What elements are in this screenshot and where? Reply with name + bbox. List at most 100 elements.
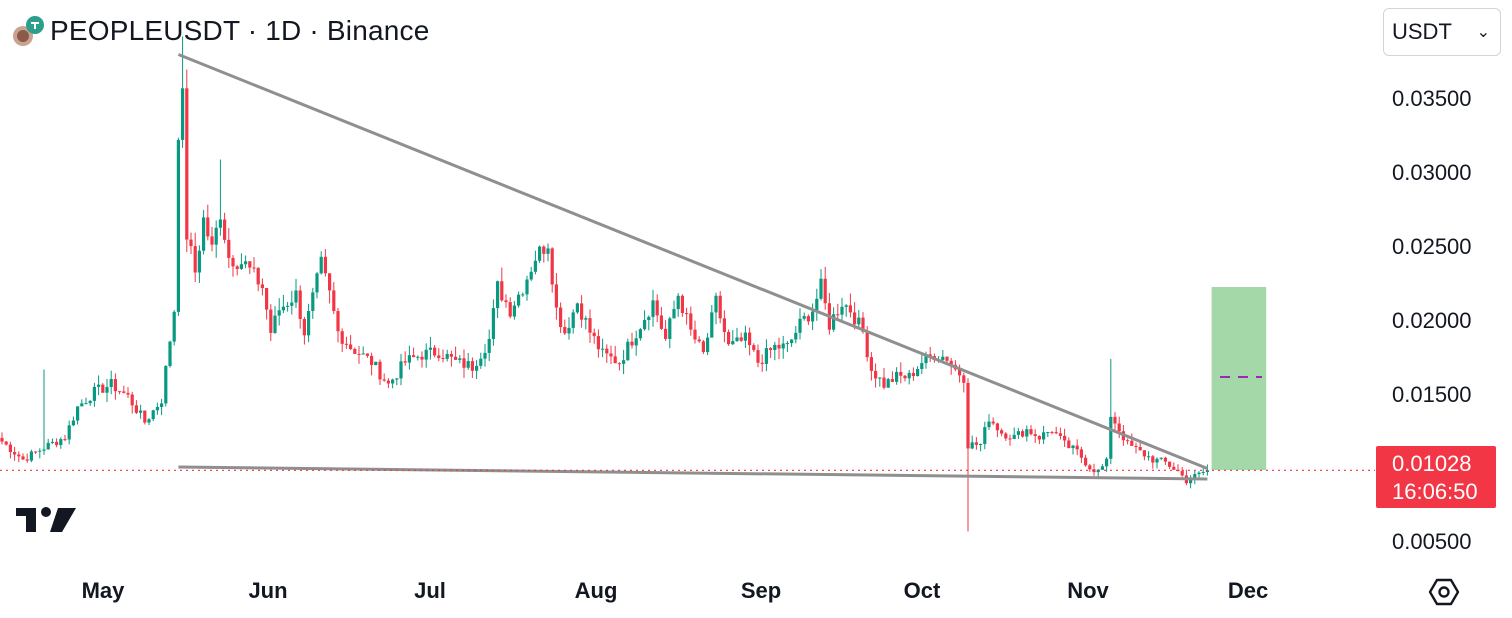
- price-tick: 0.02500: [1392, 234, 1472, 259]
- candle-body: [428, 347, 432, 350]
- candle-body: [139, 410, 143, 413]
- candle-body: [34, 451, 38, 453]
- candle-body: [983, 427, 987, 445]
- candle-body: [265, 288, 269, 310]
- candle-body: [890, 379, 894, 382]
- candle-body: [1142, 450, 1146, 457]
- symbol-logo-icon: [10, 14, 44, 48]
- candle-body: [17, 454, 21, 457]
- candle-body: [920, 363, 924, 370]
- settings-icon[interactable]: [1428, 576, 1460, 608]
- candle-body: [416, 356, 420, 358]
- candle-body: [357, 353, 361, 355]
- candle-body: [790, 339, 794, 344]
- candle-body: [1084, 457, 1088, 466]
- candle-body: [1155, 458, 1159, 463]
- candle-body: [848, 305, 852, 313]
- target-zone: [1211, 287, 1267, 470]
- candle-body: [21, 456, 25, 460]
- candle-body: [748, 332, 752, 346]
- candle-body: [823, 278, 827, 304]
- price-tick: 0.03000: [1392, 160, 1472, 185]
- time-tick: Dec: [1227, 578, 1269, 603]
- candle-body: [281, 306, 285, 311]
- candle-body: [559, 307, 563, 328]
- candle-body: [655, 300, 659, 316]
- chevron-down-icon: ⌄: [1476, 24, 1490, 41]
- candle-body: [1147, 456, 1151, 458]
- candle-body: [176, 139, 180, 312]
- tradingview-logo-icon[interactable]: [14, 504, 78, 536]
- candle-body: [92, 386, 96, 401]
- candle-body: [899, 371, 903, 376]
- candle-body: [836, 314, 840, 316]
- candle-body: [819, 278, 823, 299]
- candle-body: [974, 442, 978, 445]
- candle-body: [1180, 471, 1184, 476]
- candle-body: [458, 358, 462, 360]
- candle-body: [811, 311, 815, 322]
- candle-body: [71, 420, 75, 426]
- bar-countdown: 16:06:50: [1392, 479, 1478, 504]
- candle-body: [496, 281, 500, 309]
- candle-body: [651, 300, 655, 317]
- candle-body: [483, 352, 487, 359]
- candle-body: [718, 295, 722, 319]
- candle-body: [1008, 438, 1012, 440]
- candle-body: [290, 302, 294, 306]
- candle-body: [403, 361, 407, 363]
- candle-body: [575, 303, 579, 313]
- candle-body: [1012, 434, 1016, 440]
- candle-body: [945, 356, 949, 361]
- candle-body: [958, 369, 962, 376]
- candle-body: [46, 442, 50, 450]
- candle-body: [231, 257, 235, 267]
- time-tick: Jun: [248, 578, 288, 603]
- candle-body: [1168, 461, 1172, 467]
- candle-body: [84, 403, 88, 405]
- candle-body: [55, 441, 59, 446]
- candlestick-chart[interactable]: [0, 0, 1375, 560]
- currency-select[interactable]: USDT ⌄: [1383, 8, 1501, 56]
- candle-body: [487, 338, 491, 353]
- candle-body: [735, 337, 739, 342]
- candle-body: [727, 332, 731, 345]
- last-price-value: 0.01028: [1392, 451, 1472, 476]
- candle-body: [277, 310, 281, 316]
- candle-body: [1088, 465, 1092, 470]
- chart-pane[interactable]: [0, 0, 1375, 560]
- candle-body: [794, 332, 798, 340]
- candle-body: [995, 423, 999, 431]
- candle-body: [1172, 466, 1176, 470]
- candle-body: [382, 379, 386, 381]
- candle-body: [1130, 440, 1134, 446]
- candle-body: [504, 300, 508, 303]
- candle-body: [1050, 432, 1054, 434]
- candle-body: [865, 331, 869, 358]
- candle-body: [63, 439, 67, 441]
- candle-body: [1037, 435, 1041, 440]
- candle-body: [508, 302, 512, 317]
- candle-body: [412, 355, 416, 358]
- candle-body: [722, 318, 726, 333]
- candle-body: [680, 295, 684, 314]
- candle-body: [743, 332, 747, 341]
- candle-body: [592, 332, 596, 337]
- candle-body: [563, 327, 567, 334]
- candle-body: [668, 318, 672, 339]
- candle-body: [962, 375, 966, 383]
- candle-body: [781, 343, 785, 349]
- candle-body: [328, 273, 332, 291]
- time-tick: Sep: [740, 578, 782, 603]
- candle-body: [1113, 416, 1117, 424]
- candle-body: [706, 337, 710, 353]
- candle-body: [1096, 469, 1100, 473]
- candle-body: [689, 313, 693, 330]
- candle-body: [370, 355, 374, 366]
- candle-body: [676, 295, 680, 310]
- candle-body: [307, 311, 311, 336]
- candle-body: [1033, 434, 1037, 436]
- price-tick: 0.03500: [1392, 86, 1472, 111]
- time-tick: Jul: [414, 578, 446, 603]
- candle-body: [395, 378, 399, 380]
